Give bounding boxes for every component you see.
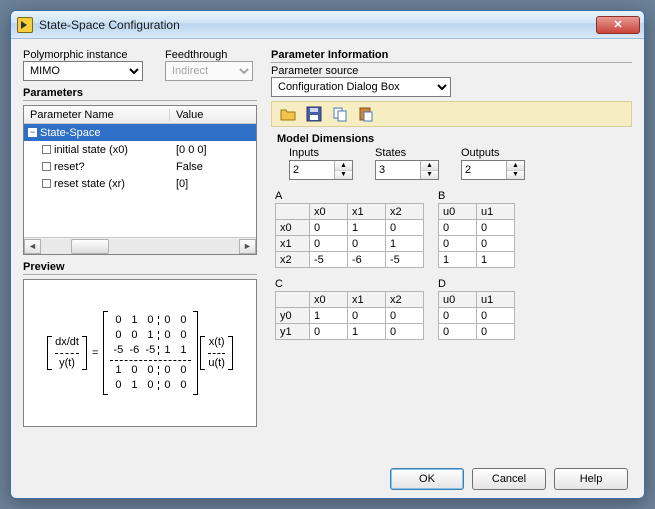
param-info-header: Parameter Information [271,49,632,63]
matrix-a[interactable]: x0x1x2x0010x1001x2-5-6-5 [275,203,424,268]
outputs-label: Outputs [461,147,525,159]
dialog-window: State-Space Configuration ✕ Polymorphic … [10,10,645,499]
feedthrough-select: Indirect [165,61,253,81]
param-source-label: Parameter source [271,65,632,77]
cancel-button[interactable]: Cancel [472,468,546,490]
ok-button[interactable]: OK [390,468,464,490]
matrix-a-label: A [275,190,424,202]
param-col-value: Value [170,109,256,121]
close-button[interactable]: ✕ [596,16,640,34]
param-row[interactable]: −State-Space [24,124,256,141]
client-area: Polymorphic instance MIMO Feedthrough In… [11,39,644,498]
leaf-icon [42,179,51,188]
leaf-icon [42,145,51,154]
states-spinner[interactable]: ▲▼ [375,160,439,180]
matrix-c-label: C [275,278,424,290]
param-hscrollbar[interactable]: ◄ ► [24,237,256,254]
open-icon[interactable] [280,106,296,122]
param-col-name: Parameter Name [24,109,170,121]
preview-panel: dx/dty(t) = 0100000100-5-6-5111000001000… [23,279,257,427]
titlebar: State-Space Configuration ✕ [11,11,644,39]
polymorphic-select[interactable]: MIMO [23,61,143,81]
inputs-input[interactable] [290,161,334,179]
paste-icon[interactable] [358,106,374,122]
param-row[interactable]: reset state (xr)[0] [24,175,256,192]
collapse-icon[interactable]: − [28,128,37,137]
matrix-d-label: D [438,278,515,290]
save-icon[interactable] [306,106,322,122]
parameters-table: Parameter Name Value −State-Spaceinitial… [23,105,257,255]
param-row[interactable]: reset?False [24,158,256,175]
outputs-input[interactable] [462,161,506,179]
matrix-b-label: B [438,190,515,202]
parameters-header: Parameters [23,87,257,101]
app-icon [17,17,33,33]
outputs-spinner[interactable]: ▲▼ [461,160,525,180]
states-input[interactable] [376,161,420,179]
matrix-b[interactable]: u0u1000011 [438,203,515,268]
preview-header: Preview [23,261,257,275]
copy-icon[interactable] [332,106,348,122]
feedthrough-label: Feedthrough [165,49,227,61]
param-source-select[interactable]: Configuration Dialog Box [271,77,451,97]
inputs-spinner[interactable]: ▲▼ [289,160,353,180]
polymorphic-label: Polymorphic instance [23,49,128,61]
inputs-label: Inputs [289,147,353,159]
window-title: State-Space Configuration [39,18,596,32]
matrix-d[interactable]: u0u10000 [438,291,515,340]
toolbar [271,101,632,127]
matrix-c[interactable]: x0x1x2y0100y1010 [275,291,424,340]
leaf-icon [42,162,51,171]
model-dims-header: Model Dimensions [277,133,632,145]
param-row[interactable]: initial state (x0)[0 0 0] [24,141,256,158]
states-label: States [375,147,439,159]
help-button[interactable]: Help [554,468,628,490]
